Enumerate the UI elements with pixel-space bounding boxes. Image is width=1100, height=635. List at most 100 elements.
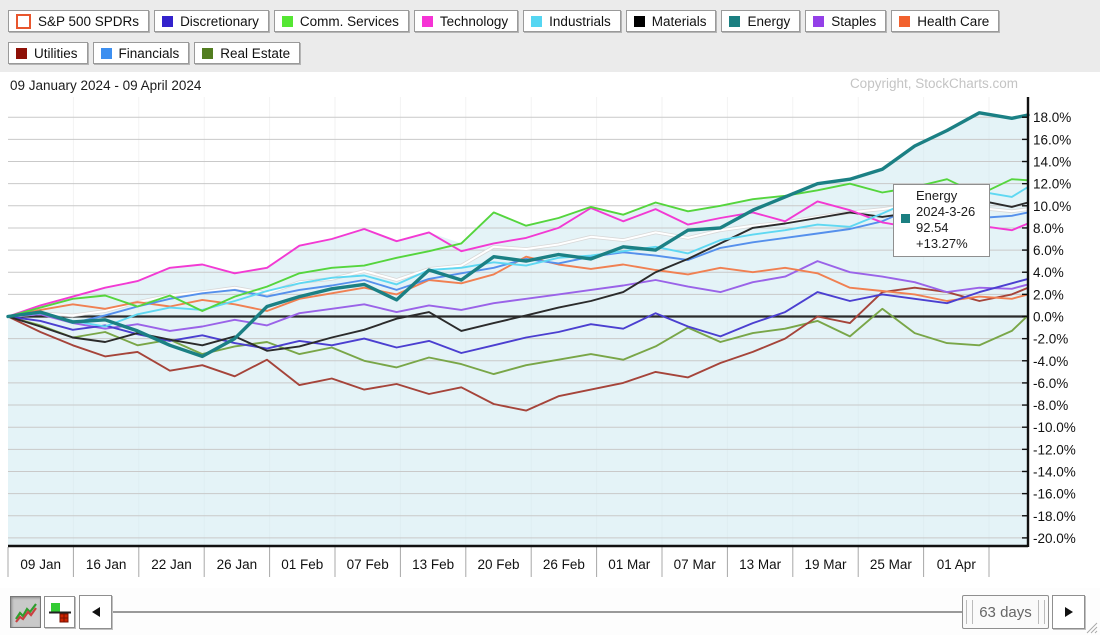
legend-swatch-icon	[421, 15, 433, 27]
tooltip-change: +13.27%	[916, 236, 968, 251]
legend-button-technology[interactable]: Technology	[413, 10, 519, 32]
legend-swatch-icon	[16, 13, 31, 29]
legend-swatch-icon	[531, 15, 543, 27]
y-tick-label: -12.0%	[1033, 442, 1076, 457]
scroll-left-button[interactable]	[79, 595, 112, 629]
scroll-right-button[interactable]	[1052, 595, 1085, 629]
tooltip-series-name: Energy	[916, 188, 958, 203]
series-line-materials[interactable]	[7, 199, 1029, 352]
legend-swatch-icon	[813, 15, 825, 27]
y-tick-label: 10.0%	[1033, 199, 1071, 214]
series-line-real-estate[interactable]	[7, 307, 1029, 376]
x-tick-label: 07 Feb	[347, 557, 389, 572]
y-tick-label: -2.0%	[1033, 332, 1068, 347]
y-tick-label: -4.0%	[1033, 354, 1068, 369]
range-slider-track[interactable]	[113, 611, 963, 613]
series-line-industrials[interactable]	[7, 186, 1029, 328]
legend-label: Health Care	[917, 13, 990, 29]
perfchart-histogram-mode-button[interactable]	[44, 596, 75, 628]
range-handle[interactable]: 63 days	[962, 595, 1049, 629]
legend-label: Industrials	[549, 13, 611, 29]
legend-label: Materials	[651, 13, 707, 29]
resize-grip[interactable]	[1084, 620, 1098, 634]
legend-label: S&P 500 SPDRs	[38, 13, 140, 29]
x-tick-label: 22 Jan	[151, 557, 192, 572]
legend-swatch-icon	[100, 47, 112, 59]
legend-strip: S&P 500 SPDRs Discretionary Comm. Services…	[0, 0, 1100, 72]
legend-label: Utilities	[34, 45, 78, 61]
x-tick-label: 13 Feb	[412, 557, 454, 572]
legend-button-financials[interactable]: Financials	[92, 42, 190, 64]
series-line-financials[interactable]	[7, 205, 1029, 325]
legend-swatch-icon	[633, 15, 645, 27]
tooltip-date: 2024-3-26	[916, 204, 976, 219]
date-range-title: 09 January 2024 - 09 April 2024	[10, 78, 202, 93]
y-tick-label: -14.0%	[1033, 464, 1076, 479]
legend-swatch-icon	[16, 47, 27, 59]
tooltip-price: 92.54	[916, 220, 949, 235]
series-line-s-p-500-spdrs[interactable]	[7, 201, 1029, 318]
x-tick-label: 19 Mar	[804, 557, 847, 572]
legend-button-staples[interactable]: Staples	[805, 10, 887, 32]
legend-label: Discretionary	[180, 13, 259, 29]
legend-button-utilities[interactable]: Utilities	[8, 42, 88, 64]
copyright-label: Copyright, StockCharts.com	[849, 76, 1018, 91]
y-tick-label: -20.0%	[1033, 531, 1076, 546]
legend-button-real-estate[interactable]: Real Estate	[194, 42, 301, 64]
series-line-utilities[interactable]	[7, 286, 1029, 412]
x-tick-label: 09 Jan	[20, 557, 61, 572]
legend-row-2: Utilities Financials Real Estate	[8, 42, 301, 64]
y-tick-label: -18.0%	[1033, 509, 1076, 524]
bottom-toolbar: 63 days	[0, 588, 1100, 635]
legend-button-materials[interactable]: Materials	[625, 10, 717, 32]
legend-swatch-icon	[202, 47, 214, 59]
y-tick-label: -6.0%	[1033, 376, 1068, 391]
series-line-staples[interactable]	[7, 260, 1029, 332]
area-fill	[8, 112, 1028, 547]
x-tick-label: 01 Mar	[608, 557, 651, 572]
series-line-comm-services[interactable]	[7, 178, 1029, 318]
x-tick-label: 25 Mar	[870, 557, 913, 572]
legend-button-discretionary[interactable]: Discretionary	[154, 10, 269, 32]
y-tick-label: 12.0%	[1033, 177, 1071, 192]
legend-label: Financials	[118, 45, 180, 61]
data-tooltip: Energy 2024-3-26 92.54 +13.27%	[893, 184, 990, 257]
x-tick-label: 26 Feb	[543, 557, 585, 572]
series-line-health-care[interactable]	[7, 255, 1029, 318]
handle-grip-left	[966, 600, 973, 624]
legend-label: Staples	[831, 13, 877, 29]
y-tick-label: 16.0%	[1033, 132, 1071, 147]
y-tick-label: -8.0%	[1033, 398, 1068, 413]
y-tick-label: -16.0%	[1033, 487, 1076, 502]
legend-label: Comm. Services	[299, 13, 399, 29]
legend-button-comm-services[interactable]: Comm. Services	[273, 10, 409, 32]
y-tick-label: 0.0%	[1033, 310, 1064, 325]
legend-swatch-icon	[162, 15, 174, 27]
x-tick-label: 01 Apr	[937, 557, 977, 572]
perfchart-line-mode-button[interactable]	[10, 596, 41, 628]
perfchart-histogram-icon	[48, 603, 71, 623]
legend-button-industrials[interactable]: Industrials	[523, 10, 621, 32]
series-line-discretionary[interactable]	[7, 277, 1029, 354]
y-tick-label: 2.0%	[1033, 287, 1064, 302]
legend-button-s-p-500-spdrs[interactable]: S&P 500 SPDRs	[8, 10, 150, 32]
legend-swatch-icon	[281, 15, 293, 27]
legend-button-energy[interactable]: Energy	[721, 10, 801, 32]
legend-button-health-care[interactable]: Health Care	[891, 10, 1000, 32]
y-tick-label: 8.0%	[1033, 221, 1064, 236]
x-tick-label: 26 Jan	[217, 557, 258, 572]
x-tick-label: 16 Jan	[86, 557, 127, 572]
y-tick-label: 4.0%	[1033, 265, 1064, 280]
energy-swatch-icon	[901, 214, 910, 223]
legend-label: Real Estate	[220, 45, 291, 61]
x-tick-label: 13 Mar	[739, 557, 782, 572]
series-line-energy[interactable]	[6, 111, 1030, 359]
scroll-right-icon	[1064, 607, 1073, 617]
x-tick-label: 20 Feb	[477, 557, 519, 572]
legend-label: Technology	[439, 13, 509, 29]
y-tick-label: 6.0%	[1033, 243, 1064, 258]
legend-label: Energy	[747, 13, 791, 29]
legend-row-1: S&P 500 SPDRs Discretionary Comm. Services…	[8, 10, 1000, 32]
y-tick-label: 18.0%	[1033, 110, 1071, 125]
